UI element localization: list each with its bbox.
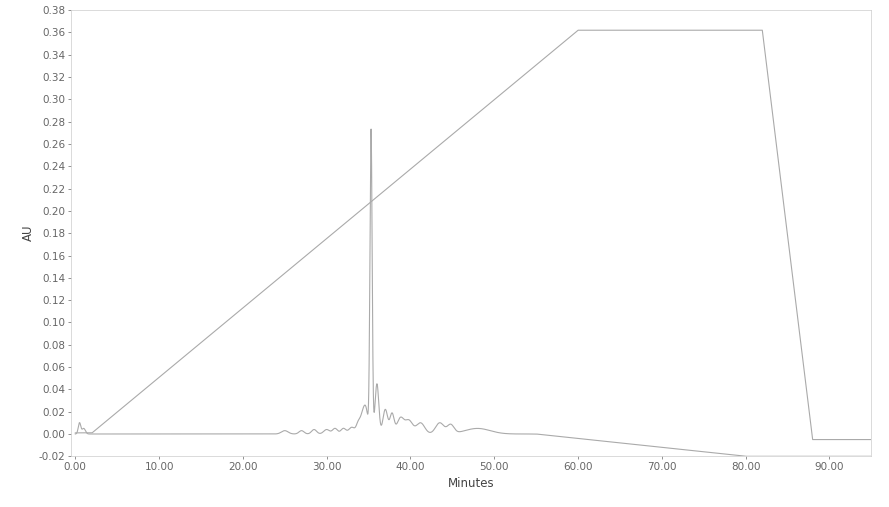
Y-axis label: AU: AU [21, 225, 35, 241]
X-axis label: Minutes: Minutes [448, 478, 494, 490]
